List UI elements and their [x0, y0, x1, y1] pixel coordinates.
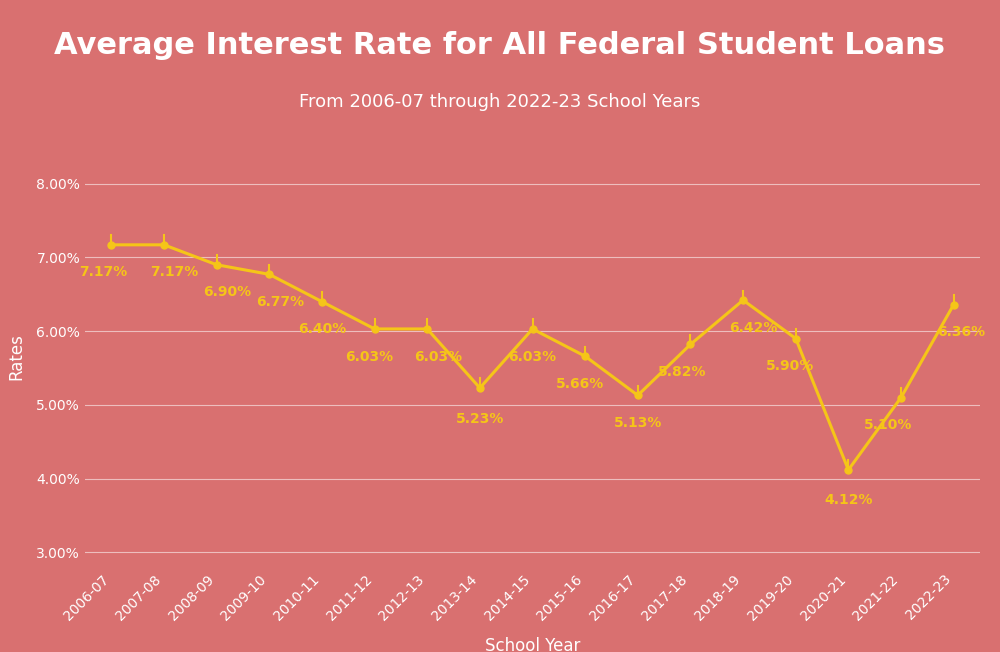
Text: 4.12%: 4.12% — [824, 494, 873, 507]
Text: 5.66%: 5.66% — [556, 377, 604, 391]
Text: 7.17%: 7.17% — [150, 265, 199, 280]
Text: 5.82%: 5.82% — [658, 365, 707, 379]
X-axis label: School Year: School Year — [485, 637, 580, 652]
Text: 6.77%: 6.77% — [256, 295, 304, 309]
Text: 5.13%: 5.13% — [614, 416, 662, 430]
Text: 5.23%: 5.23% — [456, 411, 504, 426]
Y-axis label: Rates: Rates — [7, 334, 25, 380]
Text: 6.03%: 6.03% — [508, 349, 557, 364]
Text: 6.36%: 6.36% — [938, 325, 986, 339]
Text: 6.03%: 6.03% — [414, 349, 462, 364]
Text: Average Interest Rate for All Federal Student Loans: Average Interest Rate for All Federal St… — [54, 31, 946, 60]
Text: 6.90%: 6.90% — [203, 286, 251, 299]
Text: 6.03%: 6.03% — [345, 349, 393, 364]
Text: From 2006-07 through 2022-23 School Years: From 2006-07 through 2022-23 School Year… — [299, 93, 701, 111]
Text: 5.90%: 5.90% — [766, 359, 815, 373]
Text: 7.17%: 7.17% — [79, 265, 128, 280]
Text: 6.40%: 6.40% — [298, 322, 346, 336]
Text: 5.10%: 5.10% — [864, 418, 912, 432]
Text: 6.42%: 6.42% — [729, 321, 778, 335]
